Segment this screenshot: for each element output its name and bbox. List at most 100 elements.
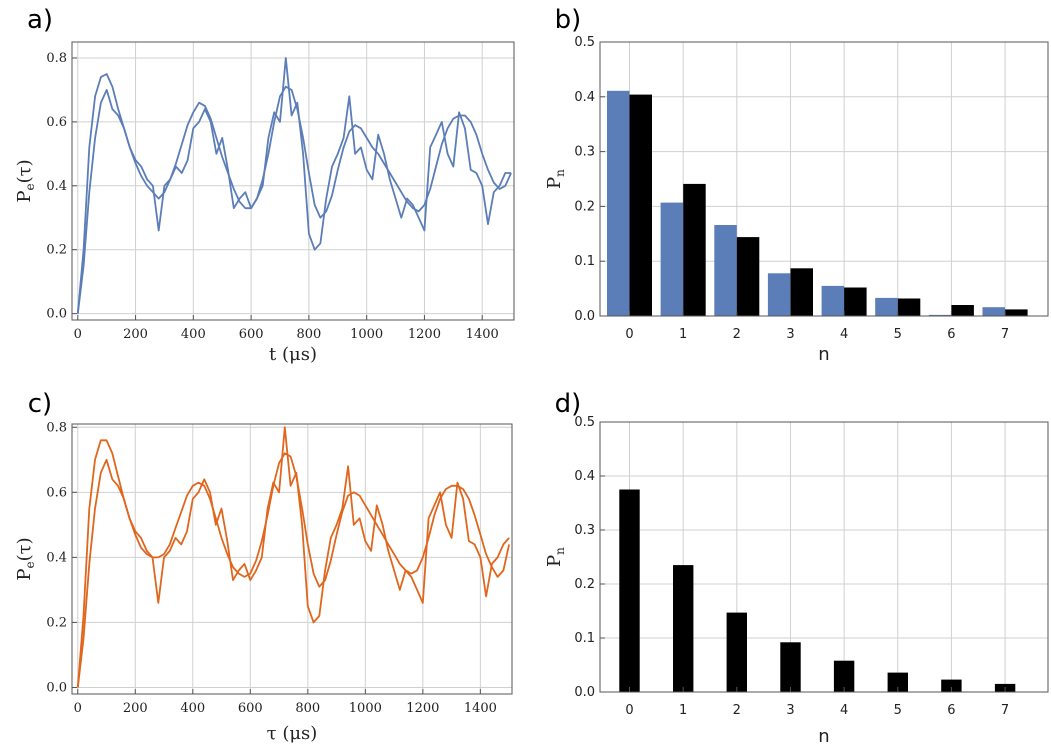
x-tick-label: 5 — [894, 327, 902, 342]
x-tick-label: 7 — [1001, 703, 1009, 718]
y-tick-label: 0.1 — [574, 254, 595, 269]
y-tick-label: 0.2 — [574, 199, 595, 214]
bar — [1005, 309, 1028, 316]
panel-c-line-chart: 0 200 400 600 800 1000 1200 1400 0.0 0.2 0.4 0.6 0.8… — [14, 389, 513, 744]
bar — [887, 672, 908, 692]
bar — [833, 660, 855, 692]
x-tick-label: 600 — [238, 701, 263, 716]
bar — [780, 642, 801, 692]
x-tick-label: 200 — [123, 327, 148, 342]
panel-label: a) — [27, 5, 53, 35]
x-tick-label: 4 — [840, 703, 848, 718]
x-tick-label: 4 — [840, 327, 848, 342]
x-tick-label: 0 — [74, 327, 82, 342]
data-line-fit — [76, 439, 510, 688]
bar — [714, 225, 737, 316]
bar — [736, 237, 760, 316]
y-axis-label: Pe(τ) — [14, 537, 37, 580]
x-tick-label: 0 — [625, 703, 633, 718]
x-tick-label: 2 — [733, 327, 741, 342]
x-tick-label: 3 — [786, 703, 794, 718]
x-axis-label: τ (μs) — [267, 723, 318, 744]
y-tick-label: 0.2 — [46, 243, 67, 258]
y-tick-label: 0.1 — [574, 631, 595, 646]
bar — [821, 285, 845, 316]
bar — [844, 287, 867, 316]
bar — [897, 298, 921, 316]
panel-d-bar-chart: 0 1 2 3 4 5 6 7 0.0 0.1 0.2 0.3 0.4 0.5d) n Pn — [544, 389, 1049, 747]
bar — [767, 273, 791, 316]
bar — [790, 268, 813, 316]
y-tick-label: 0.0 — [574, 309, 595, 324]
bar — [982, 307, 1005, 316]
data-line-measured — [76, 426, 510, 688]
y-tick-label: 0.6 — [46, 485, 67, 500]
plot-frame — [599, 41, 1049, 317]
y-tick-label: 0.4 — [46, 550, 67, 565]
bar — [607, 90, 630, 316]
data-line-fit — [76, 73, 512, 314]
panel-a-line-chart: 0 200 400 600 800 1000 1200 1400 0.0 0.2 0.4 0.6 0.8… — [14, 5, 515, 365]
bar — [629, 94, 652, 316]
plot-frame — [71, 41, 515, 321]
x-tick-label: 400 — [180, 701, 205, 716]
bar — [928, 314, 952, 316]
x-tick-label: 5 — [894, 703, 902, 718]
y-axis-label: Pn — [544, 169, 567, 189]
y-tick-label: 0.3 — [574, 523, 595, 538]
data-line-measured — [76, 57, 512, 314]
x-tick-label: 3 — [786, 327, 794, 342]
y-tick-label: 0.0 — [46, 307, 67, 322]
x-tick-label: 1000 — [350, 327, 383, 342]
plot-frame — [71, 423, 513, 695]
y-tick-label: 0.5 — [574, 415, 595, 430]
x-tick-label: 800 — [296, 327, 321, 342]
y-tick-label: 0.4 — [46, 179, 67, 194]
y-tick-label: 0.8 — [46, 51, 67, 66]
y-tick-label: 0.2 — [46, 615, 67, 630]
x-tick-label: 0 — [625, 327, 633, 342]
bar — [660, 202, 684, 316]
bar — [619, 489, 640, 692]
bar — [726, 612, 747, 692]
bar — [941, 679, 962, 692]
y-tick-label: 0.4 — [574, 90, 595, 105]
x-tick-label: 6 — [947, 703, 955, 718]
x-tick-label: 400 — [181, 327, 206, 342]
x-tick-label: 600 — [239, 327, 264, 342]
x-tick-label: 6 — [947, 327, 955, 342]
x-axis-label: n — [818, 726, 829, 747]
y-tick-label: 0.0 — [46, 680, 67, 695]
x-tick-label: 1200 — [406, 701, 439, 716]
y-tick-label: 0.6 — [46, 115, 67, 130]
x-tick-label: 1 — [679, 703, 687, 718]
y-tick-label: 0.3 — [574, 145, 595, 160]
bar — [683, 183, 706, 316]
x-axis-label: n — [818, 344, 829, 365]
y-axis-label: Pn — [544, 547, 567, 567]
x-tick-label: 2 — [733, 703, 741, 718]
plot-frame — [599, 421, 1049, 693]
y-tick-label: 0.4 — [574, 469, 595, 484]
y-tick-label: 0.5 — [574, 35, 595, 50]
panel-label: c) — [28, 389, 52, 419]
panel-label: b) — [555, 5, 582, 35]
x-tick-label: 1400 — [466, 327, 499, 342]
y-tick-label: 0.2 — [574, 577, 595, 592]
x-tick-label: 1 — [679, 327, 687, 342]
bar — [673, 565, 694, 692]
bar — [951, 305, 974, 316]
x-tick-label: 800 — [295, 701, 320, 716]
x-tick-label: 1400 — [464, 701, 497, 716]
bar — [875, 297, 898, 316]
x-tick-label: 7 — [1001, 327, 1009, 342]
y-axis-label: Pe(τ) — [14, 159, 37, 202]
x-tick-label: 0 — [74, 701, 82, 716]
x-axis-label: t (μs) — [269, 344, 317, 365]
panel-label: d) — [555, 389, 582, 419]
x-tick-label: 1200 — [408, 327, 441, 342]
panel-b-bar-chart: 0 1 2 3 4 5 6 7 0.0 0.1 0.2 0.3 0.4 0.5b) n Pn — [544, 5, 1049, 365]
x-tick-label: 200 — [123, 701, 148, 716]
x-tick-label: 1000 — [349, 701, 382, 716]
